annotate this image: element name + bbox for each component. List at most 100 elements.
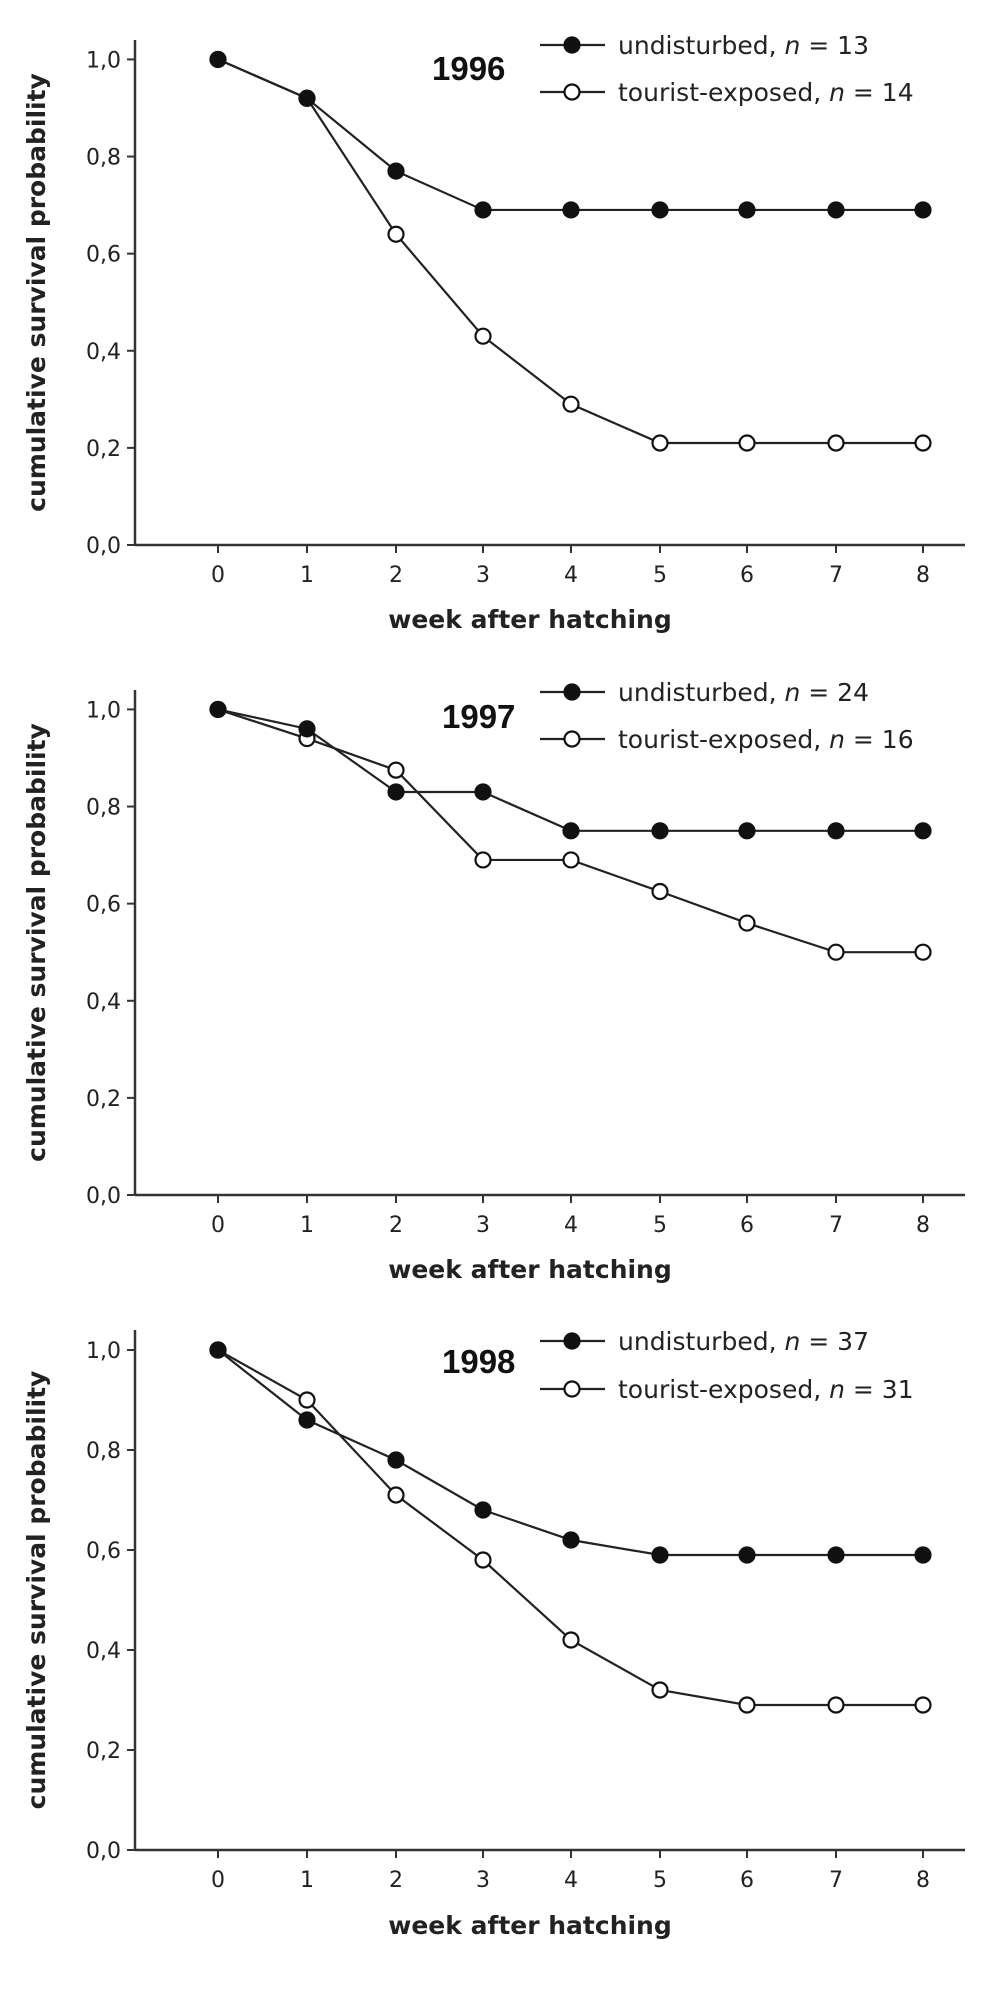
- y-tick-label: 0,4: [86, 340, 121, 365]
- series-line-tourist-exposed: [217, 58, 923, 445]
- y-axis-label: cumulative survival probability: [22, 73, 51, 512]
- data-point-tourist-exposed: [562, 395, 580, 413]
- data-point-undisturbed: [827, 822, 845, 840]
- x-tick-label: 8: [916, 1213, 930, 1238]
- chart-panel-1997: 0,0 0,2 0,4 0,6 0,8 1,0 0 1 2 3 4 5 6 7 8 week after ha…: [22, 678, 965, 1284]
- data-point-undisturbed: [651, 822, 669, 840]
- x-tick-label: 0: [211, 563, 225, 588]
- chart-title: 1996: [432, 50, 505, 87]
- chart-title: 1998: [442, 1343, 515, 1380]
- x-tick-label: 7: [829, 1868, 843, 1893]
- data-point-undisturbed: [298, 1411, 316, 1429]
- data-point-tourist-exposed: [651, 434, 669, 452]
- data-point-tourist-exposed: [914, 1696, 932, 1714]
- x-tick-label: 3: [476, 1213, 490, 1238]
- data-point-tourist-exposed: [562, 851, 580, 869]
- data-point-tourist-exposed: [298, 1391, 316, 1409]
- data-point-undisturbed: [914, 201, 932, 219]
- data-point-tourist-exposed: [474, 851, 492, 869]
- x-axis-label: week after hatching: [388, 1911, 672, 1940]
- y-tick-label: 0,6: [86, 1539, 121, 1564]
- data-point-undisturbed: [387, 162, 405, 180]
- y-tick-label: 0,6: [86, 893, 121, 918]
- data-point-undisturbed: [827, 1546, 845, 1564]
- data-point-tourist-exposed: [387, 761, 405, 779]
- x-tick-label: 8: [916, 1868, 930, 1893]
- legend-marker: [563, 1332, 581, 1350]
- data-point-undisturbed: [387, 1451, 405, 1469]
- data-point-undisturbed: [474, 201, 492, 219]
- x-tick-label: 6: [740, 1213, 754, 1238]
- y-tick-label: 1,0: [86, 1339, 121, 1364]
- legend-marker: [563, 1380, 581, 1398]
- data-point-tourist-exposed: [914, 434, 932, 452]
- x-tick-label: 7: [829, 1213, 843, 1238]
- data-point-undisturbed: [298, 720, 316, 738]
- x-tick-label: 4: [564, 1868, 578, 1893]
- x-tick-label: 3: [476, 1868, 490, 1893]
- data-point-undisturbed: [738, 201, 756, 219]
- data-point-tourist-exposed: [914, 943, 932, 961]
- x-axis-label: week after hatching: [388, 1255, 672, 1284]
- data-point-undisturbed: [651, 201, 669, 219]
- y-tick-label: 0,2: [86, 1739, 121, 1764]
- data-point-tourist-exposed: [738, 434, 756, 452]
- x-tick-label: 6: [740, 1868, 754, 1893]
- data-point-undisturbed: [738, 822, 756, 840]
- legend-marker: [563, 83, 581, 101]
- legend-label-tourist-exposed: tourist-exposed, n = 16: [618, 725, 914, 754]
- chart-panel-1998: 0,0 0,2 0,4 0,6 0,8 1,0 0 1 2 3 4 5 6 7 8 week after ha…: [22, 1327, 965, 1940]
- x-tick-label: 6: [740, 563, 754, 588]
- data-point-undisturbed: [738, 1546, 756, 1564]
- data-point-tourist-exposed: [474, 1551, 492, 1569]
- data-point-tourist-exposed: [827, 1696, 845, 1714]
- x-tick-label: 1: [300, 1868, 314, 1893]
- data-point-tourist-exposed: [387, 1486, 405, 1504]
- data-point-tourist-exposed: [562, 1631, 580, 1649]
- legend-label-undisturbed: undisturbed, n = 13: [618, 31, 869, 60]
- y-tick-label: 0,2: [86, 437, 121, 462]
- data-point-undisturbed: [562, 822, 580, 840]
- data-point-undisturbed: [209, 1341, 227, 1359]
- data-point-undisturbed: [474, 783, 492, 801]
- legend-marker: [563, 683, 581, 701]
- y-tick-label: 0,6: [86, 243, 121, 268]
- chart-title: 1997: [442, 698, 515, 735]
- legend-label-tourist-exposed: tourist-exposed, n = 14: [618, 78, 914, 107]
- data-point-undisturbed: [387, 783, 405, 801]
- data-point-undisturbed: [209, 700, 227, 719]
- legend-label-tourist-exposed: tourist-exposed, n = 31: [618, 1375, 914, 1404]
- x-tick-label: 4: [564, 563, 578, 588]
- x-tick-label: 1: [300, 1213, 314, 1238]
- y-axis-label: cumulative survival probability: [22, 1371, 51, 1810]
- x-tick-label: 0: [211, 1868, 225, 1893]
- y-axis-label: cumulative survival probability: [22, 723, 51, 1162]
- x-tick-label: 2: [389, 1868, 403, 1893]
- data-point-undisturbed: [209, 50, 227, 69]
- x-tick-label: 2: [389, 1213, 403, 1238]
- y-tick-label: 1,0: [86, 48, 121, 73]
- data-point-undisturbed: [562, 201, 580, 219]
- data-point-tourist-exposed: [827, 434, 845, 452]
- data-point-undisturbed: [914, 822, 932, 840]
- y-tick-label: 0,8: [86, 796, 121, 821]
- x-tick-label: 1: [300, 563, 314, 588]
- y-tick-label: 0,0: [86, 1184, 121, 1209]
- y-tick-label: 0,8: [86, 1439, 121, 1464]
- data-point-undisturbed: [651, 1546, 669, 1564]
- data-point-tourist-exposed: [651, 882, 669, 901]
- chart-panel-1996: 0,0 0,2 0,4 0,6 0,8 1,0 0 1 2 3 4 5 6 7 8 week after ha…: [22, 31, 965, 634]
- y-tick-label: 1,0: [86, 698, 121, 723]
- data-point-undisturbed: [914, 1546, 932, 1564]
- y-tick-label: 0,8: [86, 146, 121, 171]
- data-point-tourist-exposed: [738, 914, 756, 932]
- x-tick-label: 5: [653, 1213, 667, 1238]
- legend-label-undisturbed: undisturbed, n = 37: [618, 1327, 869, 1356]
- y-tick-label: 0,4: [86, 990, 121, 1015]
- data-point-undisturbed: [562, 1531, 580, 1549]
- x-tick-label: 7: [829, 563, 843, 588]
- x-tick-label: 4: [564, 1213, 578, 1238]
- data-point-tourist-exposed: [651, 1681, 669, 1699]
- x-tick-label: 0: [211, 1213, 225, 1238]
